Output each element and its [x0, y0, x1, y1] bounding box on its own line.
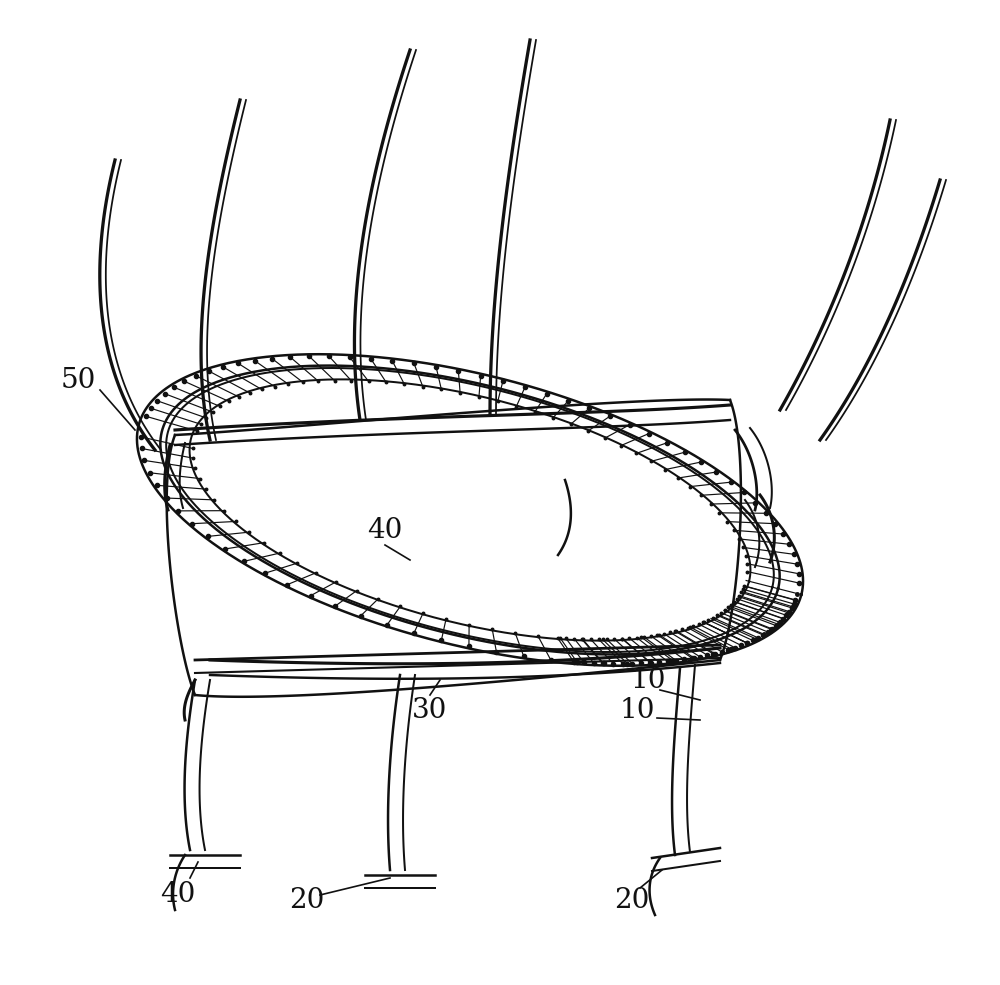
Text: 10: 10 — [630, 667, 666, 693]
Text: 40: 40 — [367, 516, 403, 544]
Text: 50: 50 — [60, 366, 96, 393]
Text: 20: 20 — [289, 886, 325, 913]
Text: 40: 40 — [160, 882, 196, 908]
Text: 20: 20 — [614, 886, 650, 913]
Text: 30: 30 — [412, 696, 448, 724]
Text: 10: 10 — [619, 696, 655, 724]
